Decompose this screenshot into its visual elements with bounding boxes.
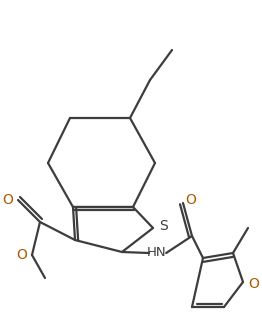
Text: S: S (159, 219, 168, 233)
Text: O: O (16, 248, 27, 262)
Text: O: O (2, 193, 13, 207)
Text: O: O (248, 277, 259, 291)
Text: HN: HN (147, 247, 167, 260)
Text: O: O (185, 193, 196, 207)
